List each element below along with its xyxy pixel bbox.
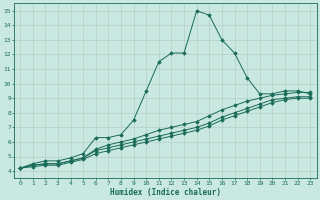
X-axis label: Humidex (Indice chaleur): Humidex (Indice chaleur) xyxy=(110,188,220,197)
